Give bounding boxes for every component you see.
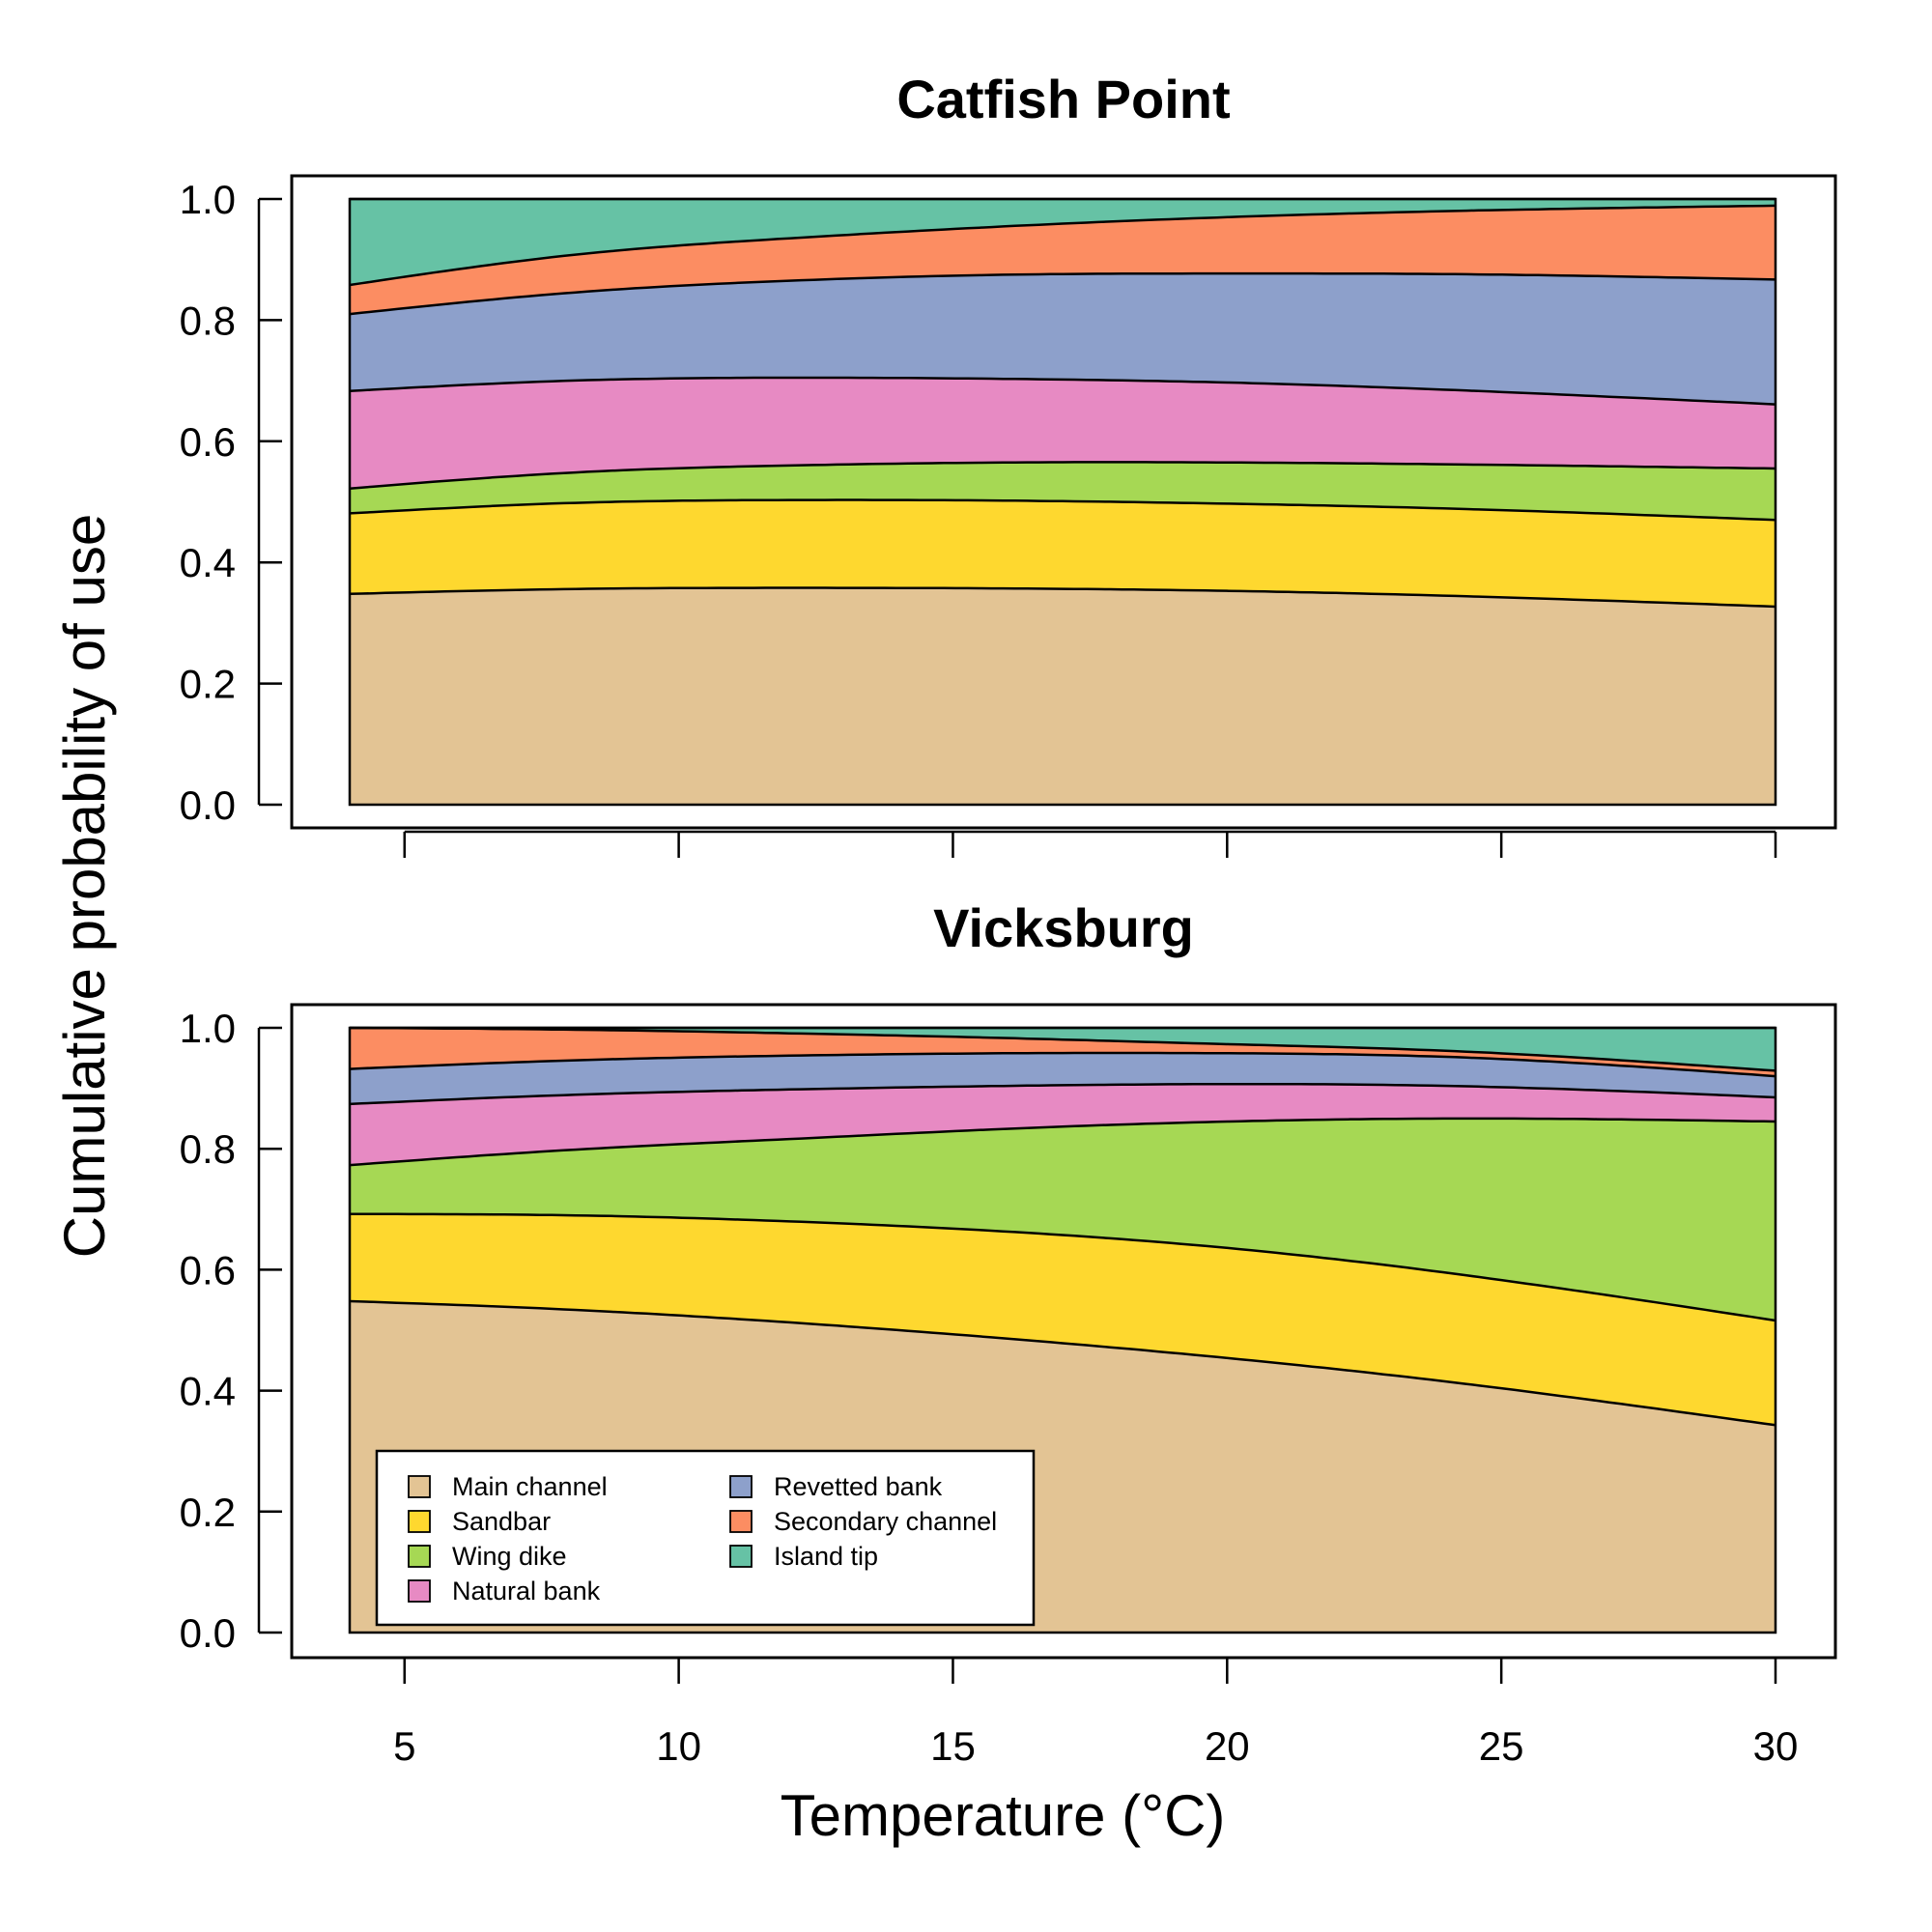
boundary-lines xyxy=(348,1026,1777,1634)
area-sandbar xyxy=(350,1213,1776,1426)
boundary-secondary-channel xyxy=(349,204,1776,287)
x-axis: 5 10 15 20 25 30 xyxy=(393,1656,1799,1769)
legend-item-secondary-channel: Secondary channel xyxy=(729,1507,997,1536)
legend-swatch xyxy=(408,1475,431,1498)
area-natural-bank xyxy=(350,378,1776,489)
boundary-natural-bank xyxy=(349,376,1776,406)
plot-box xyxy=(290,174,1837,830)
legend-swatch xyxy=(729,1475,753,1498)
y-tick-label: 0.4 xyxy=(180,540,236,585)
y-tick-label: 0.4 xyxy=(180,1369,236,1414)
legend-label: Wing dike xyxy=(452,1542,567,1571)
panel-title: Vicksburg xyxy=(933,897,1194,958)
area-revetted-bank xyxy=(350,273,1776,405)
x-tick-label: 30 xyxy=(1753,1723,1799,1769)
legend-swatch xyxy=(408,1510,431,1533)
legend: Main channel Sandbar Wing dike Natural bank… xyxy=(375,1449,1036,1627)
legend-item-wing-dike: Wing dike xyxy=(408,1542,567,1571)
area-island-tip xyxy=(350,199,1776,285)
y-tick-label: 0.0 xyxy=(180,1610,236,1656)
x-axis-label: Temperature (°C) xyxy=(781,1783,1226,1848)
legend-label: Secondary channel xyxy=(774,1507,997,1536)
legend-label: Island tip xyxy=(774,1542,878,1571)
legend-item-revetted-bank: Revetted bank xyxy=(729,1472,943,1501)
area-wing-dike xyxy=(350,462,1776,521)
panel-title: Catfish Point xyxy=(896,69,1230,129)
legend-swatch xyxy=(408,1579,431,1603)
boundary-sandbar xyxy=(350,1212,1776,1322)
area-sandbar xyxy=(350,499,1776,607)
boundary-main-channel xyxy=(349,586,1776,609)
legend-swatch xyxy=(729,1545,753,1568)
area-outline xyxy=(348,197,1777,807)
stacked-areas xyxy=(350,199,1776,805)
y-tick-label: 0.6 xyxy=(180,1247,236,1293)
legend-swatch xyxy=(408,1545,431,1568)
legend-item-sandbar: Sandbar xyxy=(408,1507,551,1536)
y-tick-label: 0.0 xyxy=(180,782,236,828)
boundary-natural-bank xyxy=(349,1082,1776,1106)
y-tick-label: 1.0 xyxy=(180,177,236,222)
legend-label: Sandbar xyxy=(452,1507,551,1536)
boundary-wing-dike xyxy=(349,461,1776,490)
boundary-revetted-bank xyxy=(349,1051,1776,1078)
y-tick-label: 0.8 xyxy=(180,298,236,343)
y-tick-label: 0.2 xyxy=(180,662,236,707)
boundary-lines xyxy=(348,197,1777,807)
legend-item-natural-bank: Natural bank xyxy=(408,1577,601,1605)
boundary-sandbar xyxy=(349,498,1776,522)
legend-label: Main channel xyxy=(452,1472,608,1501)
area-natural-bank xyxy=(350,1084,1776,1166)
y-tick-label: 0.2 xyxy=(180,1490,236,1535)
area-outline xyxy=(348,1026,1777,1634)
y-tick-label: 1.0 xyxy=(180,1006,236,1051)
area-main-channel xyxy=(350,587,1776,805)
area-island-tip xyxy=(350,1028,1776,1071)
x-tick-label: 5 xyxy=(393,1723,415,1769)
legend-box xyxy=(375,1449,1036,1627)
area-wing-dike xyxy=(350,1118,1776,1321)
y-axis: 0.0 0.2 0.4 0.6 0.8 1.0 xyxy=(180,177,282,828)
legend-swatch xyxy=(729,1510,753,1533)
legend-label: Natural bank xyxy=(452,1577,601,1605)
x-tick-label: 10 xyxy=(656,1723,701,1769)
x-axis xyxy=(403,830,1777,858)
y-axis: 0.0 0.2 0.4 0.6 0.8 1.0 xyxy=(180,1006,282,1656)
panel-catfish-point: 0.0 0.2 0.4 0.6 0.8 1.0 Catfish Point xyxy=(180,69,1837,858)
panel-vicksburg: 0.0 0.2 0.4 0.6 0.8 1.0 5 10 15 20 25 30 Vicksburg… xyxy=(180,897,1837,1769)
y-tick-label: 0.6 xyxy=(180,419,236,465)
boundary-secondary-channel xyxy=(349,1026,1776,1072)
area-secondary-channel xyxy=(350,205,1776,315)
area-revetted-bank xyxy=(350,1053,1776,1104)
legend-item-island-tip: Island tip xyxy=(729,1542,878,1571)
x-tick-label: 20 xyxy=(1205,1723,1250,1769)
y-axis-label: Cumulative probability of use xyxy=(52,514,117,1258)
y-tick-label: 0.8 xyxy=(180,1126,236,1172)
boundary-wing-dike xyxy=(349,1117,1776,1167)
legend-label: Revetted bank xyxy=(774,1472,943,1501)
x-tick-label: 25 xyxy=(1479,1723,1524,1769)
legend-item-main-channel: Main channel xyxy=(408,1472,608,1501)
boundary-revetted-bank xyxy=(349,271,1776,316)
boundary-main-channel xyxy=(349,1299,1776,1427)
x-tick-label: 15 xyxy=(930,1723,976,1769)
